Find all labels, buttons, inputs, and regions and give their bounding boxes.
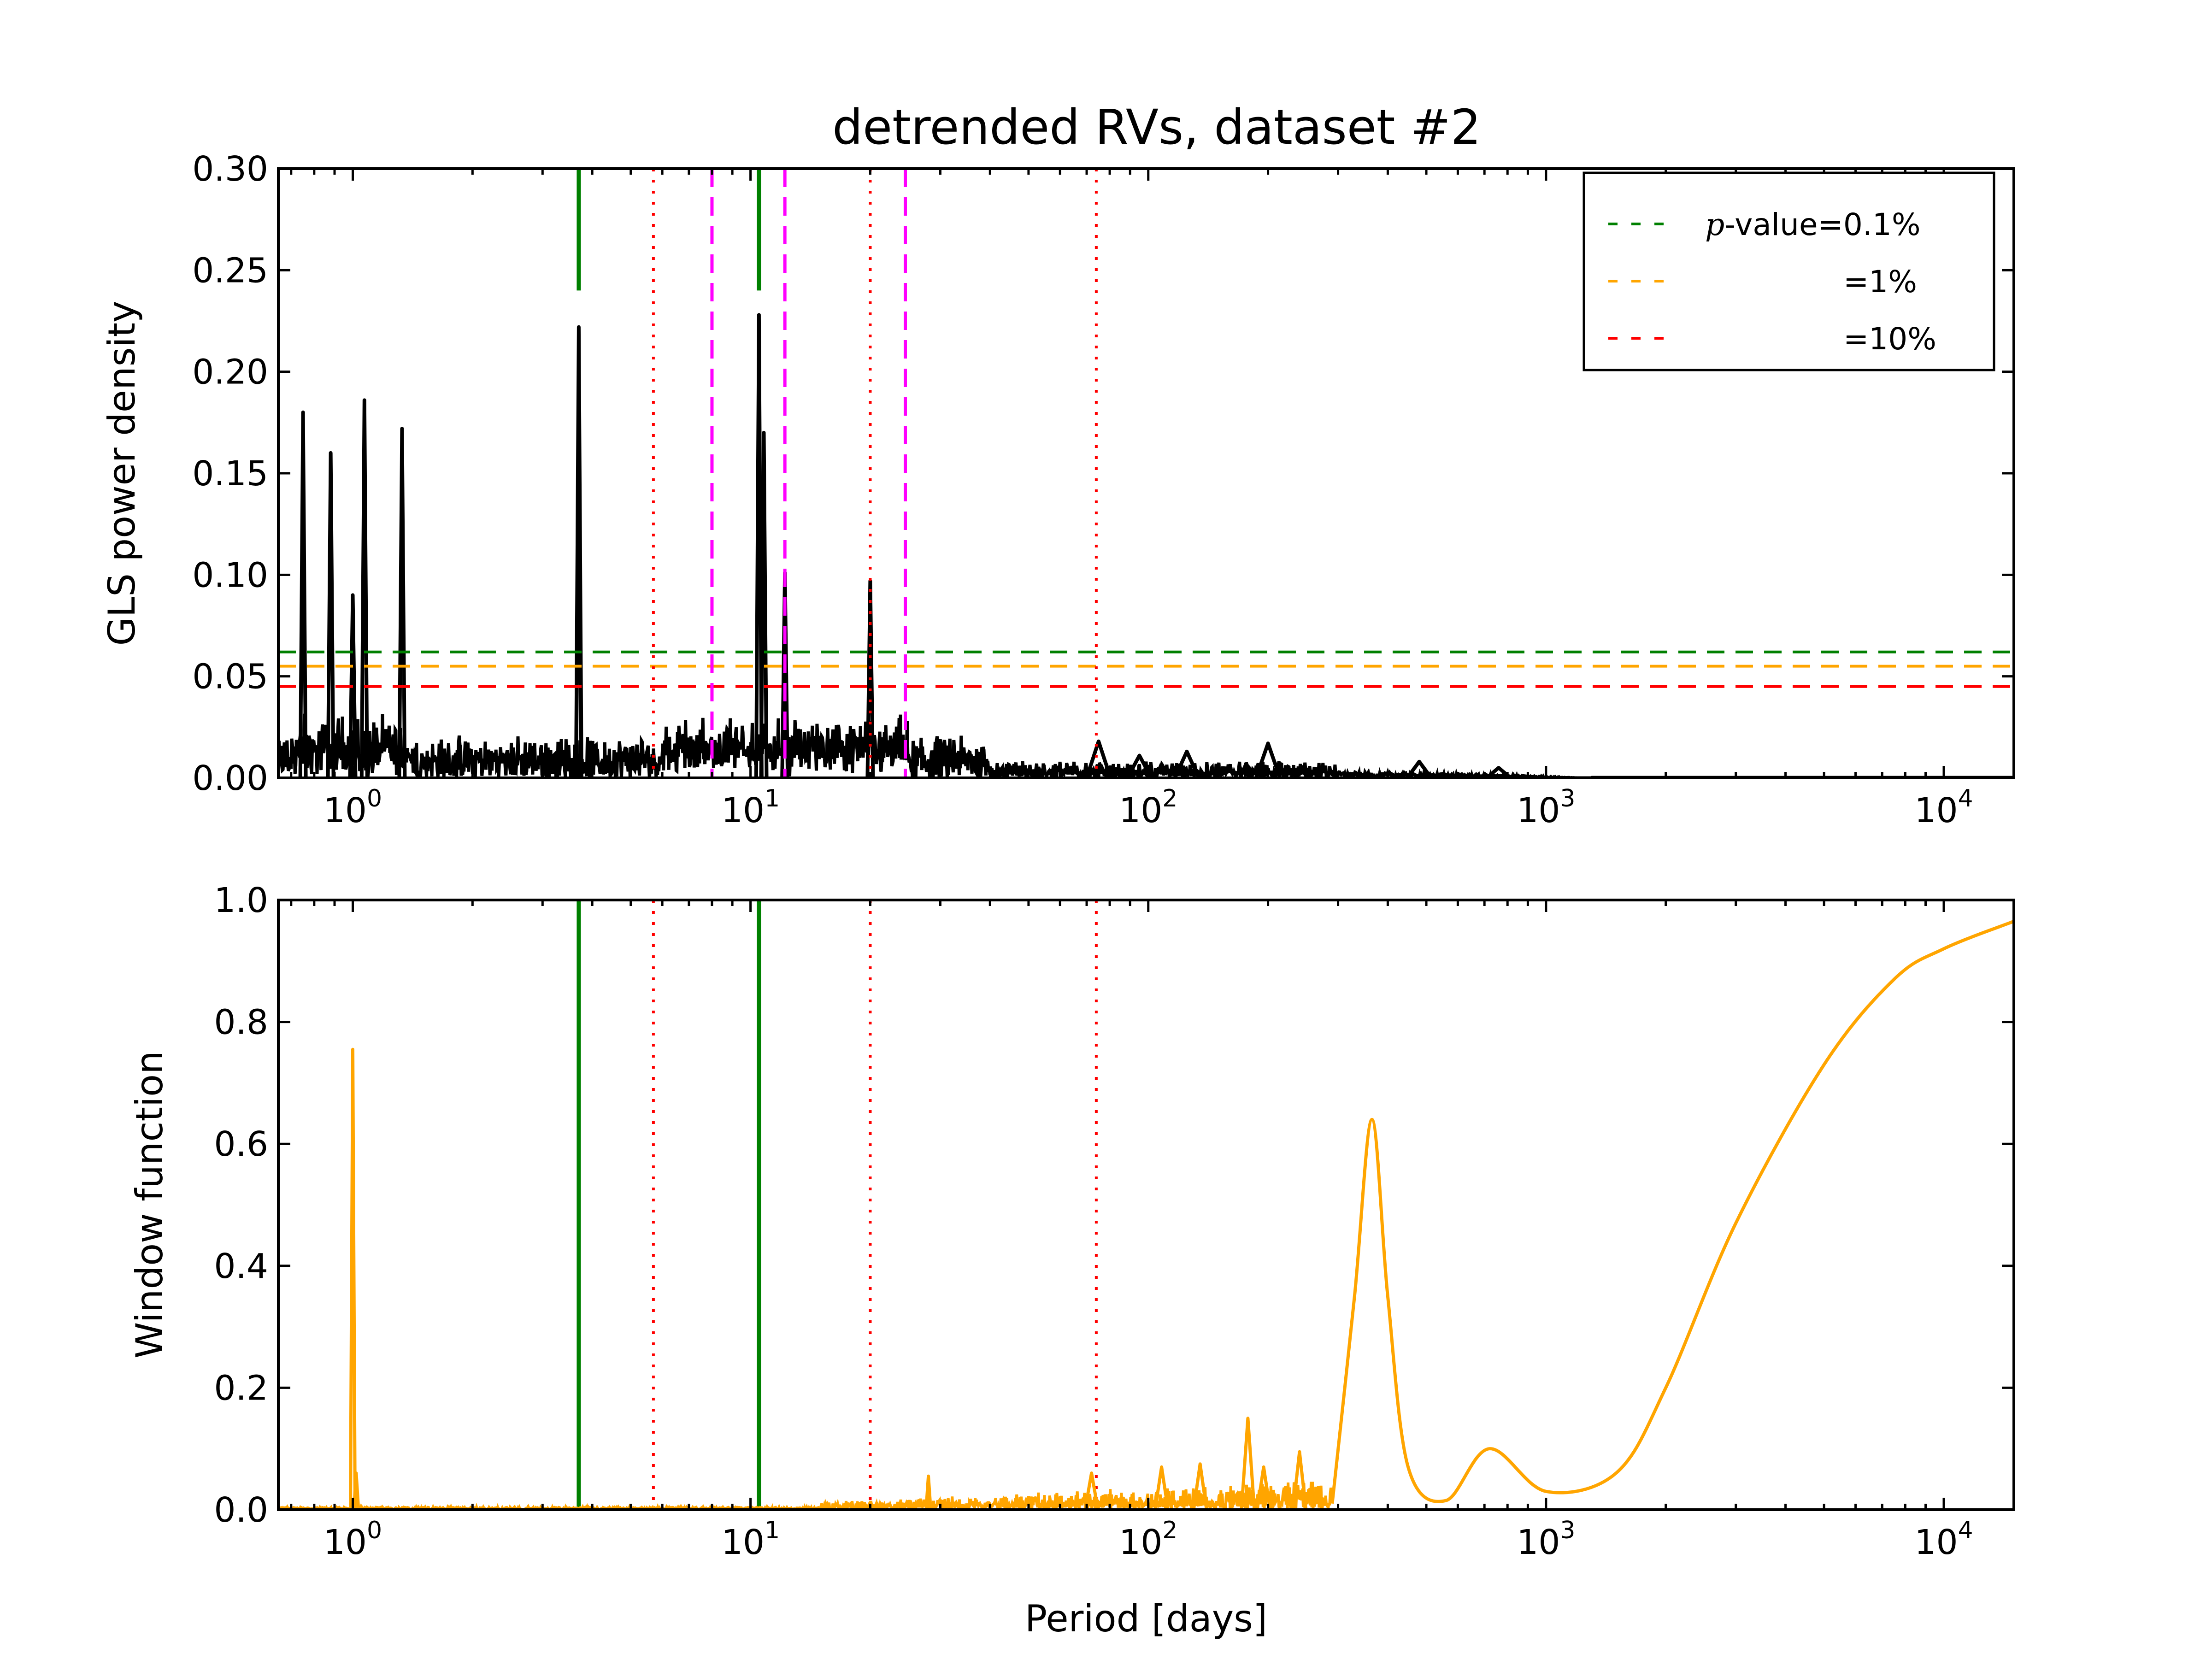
x-tick-exponent: 2 — [1162, 785, 1177, 812]
y-tick-label: 0.0 — [214, 1490, 268, 1530]
gls-axis-ticks: 100 101 102 103 1040.000.050.100.150.200.250… — [192, 149, 2014, 830]
y-tick-label: 0.6 — [214, 1124, 268, 1164]
gls-plot-area — [278, 169, 2014, 778]
x-tick-label: 104 — [1914, 785, 1973, 830]
chart-title: detrended RVs, dataset #2 — [832, 99, 1481, 155]
x-tick-label: 102 — [1119, 785, 1177, 830]
y-tick-label: 0.10 — [192, 555, 268, 595]
gls-peak — [397, 427, 407, 778]
gls-peak — [1254, 741, 1282, 778]
x-tick-exponent: 3 — [1560, 1517, 1575, 1544]
gls-peak — [1173, 749, 1201, 778]
x-tick-exponent: 0 — [367, 1517, 382, 1544]
y-tick-label: 0.8 — [214, 1003, 268, 1042]
x-tick-exponent: 3 — [1560, 785, 1575, 812]
x-tick-base: 10 — [1119, 791, 1162, 830]
gls-peak — [759, 430, 769, 778]
window-axes-frame — [277, 899, 2015, 1511]
y-tick-label: 0.4 — [214, 1247, 268, 1286]
legend-label-green: p-value=0.1% — [1705, 207, 1921, 242]
x-tick-base: 10 — [721, 1523, 765, 1562]
x-tick-exponent: 1 — [765, 785, 780, 812]
gls-peak — [326, 451, 335, 778]
legend-box — [1583, 171, 1995, 371]
gls-peak — [298, 410, 308, 778]
x-axis-label: Period [days] — [1025, 1597, 1267, 1640]
gls-peak — [574, 492, 583, 778]
x-tick-exponent: 4 — [1958, 785, 1973, 812]
x-tick-base: 10 — [1517, 1523, 1560, 1562]
gls-peak — [348, 593, 358, 778]
window-function-peak — [1192, 1462, 1208, 1510]
y-tick-label: 0.25 — [192, 251, 268, 290]
y-tick-label: 0.30 — [192, 149, 268, 189]
x-tick-base: 10 — [1914, 1523, 1958, 1562]
x-tick-base: 10 — [1517, 791, 1560, 830]
x-tick-label: 103 — [1517, 785, 1575, 830]
x-tick-base: 10 — [721, 791, 765, 830]
x-tick-exponent: 2 — [1162, 1517, 1177, 1544]
gls-peak — [865, 579, 875, 778]
x-tick-exponent: 1 — [765, 1517, 780, 1544]
window-function-peak — [1240, 1417, 1256, 1510]
x-tick-exponent: 0 — [367, 785, 382, 812]
legend-label-orange: =1% — [1843, 264, 1917, 300]
x-tick-label: 101 — [721, 1517, 780, 1562]
y-tick-label: 0.05 — [192, 657, 268, 697]
window-function-peak — [1291, 1450, 1308, 1510]
x-tick-label: 103 — [1517, 1517, 1575, 1562]
x-tick-label: 104 — [1914, 1517, 1973, 1562]
x-tick-label: 101 — [721, 785, 780, 830]
window-function-peak — [352, 1471, 360, 1510]
window-function-peak — [1153, 1465, 1170, 1510]
window-function-peak — [1255, 1465, 1272, 1510]
y-tick-label: 0.00 — [192, 759, 268, 798]
x-tick-base: 10 — [324, 791, 367, 830]
window-y-axis-label: Window function — [128, 1051, 171, 1359]
legend-label-red: =10% — [1843, 321, 1936, 357]
legend-label-green-text: -value=0.1% — [1724, 207, 1920, 242]
x-tick-label: 100 — [324, 1517, 382, 1562]
window-function-peak — [1083, 1471, 1100, 1510]
y-tick-label: 0.15 — [192, 454, 268, 494]
gls-y-axis-label: GLS power density — [100, 301, 143, 646]
y-tick-label: 1.0 — [214, 881, 268, 920]
x-tick-exponent: 4 — [1958, 1517, 1973, 1544]
window-function-peak — [924, 1474, 933, 1510]
legend: p-value=0.1% =1% =10% — [1583, 171, 1995, 371]
window-function-peak — [349, 1047, 357, 1510]
window-function-curve — [1330, 920, 2014, 1504]
x-tick-base: 10 — [324, 1523, 367, 1562]
gls-peak — [1085, 739, 1112, 778]
x-tick-base: 10 — [1914, 791, 1958, 830]
y-tick-label: 0.20 — [192, 353, 268, 392]
x-tick-base: 10 — [1119, 1523, 1162, 1562]
gls-periodogram-panel: 100 101 102 103 1040.000.050.100.150.200.250… — [100, 149, 2015, 830]
x-tick-label: 100 — [324, 785, 382, 830]
window-plot-area — [278, 900, 2014, 1510]
x-tick-label: 102 — [1119, 1517, 1177, 1562]
legend-math-p: p — [1705, 207, 1724, 242]
y-tick-label: 0.2 — [214, 1368, 268, 1408]
